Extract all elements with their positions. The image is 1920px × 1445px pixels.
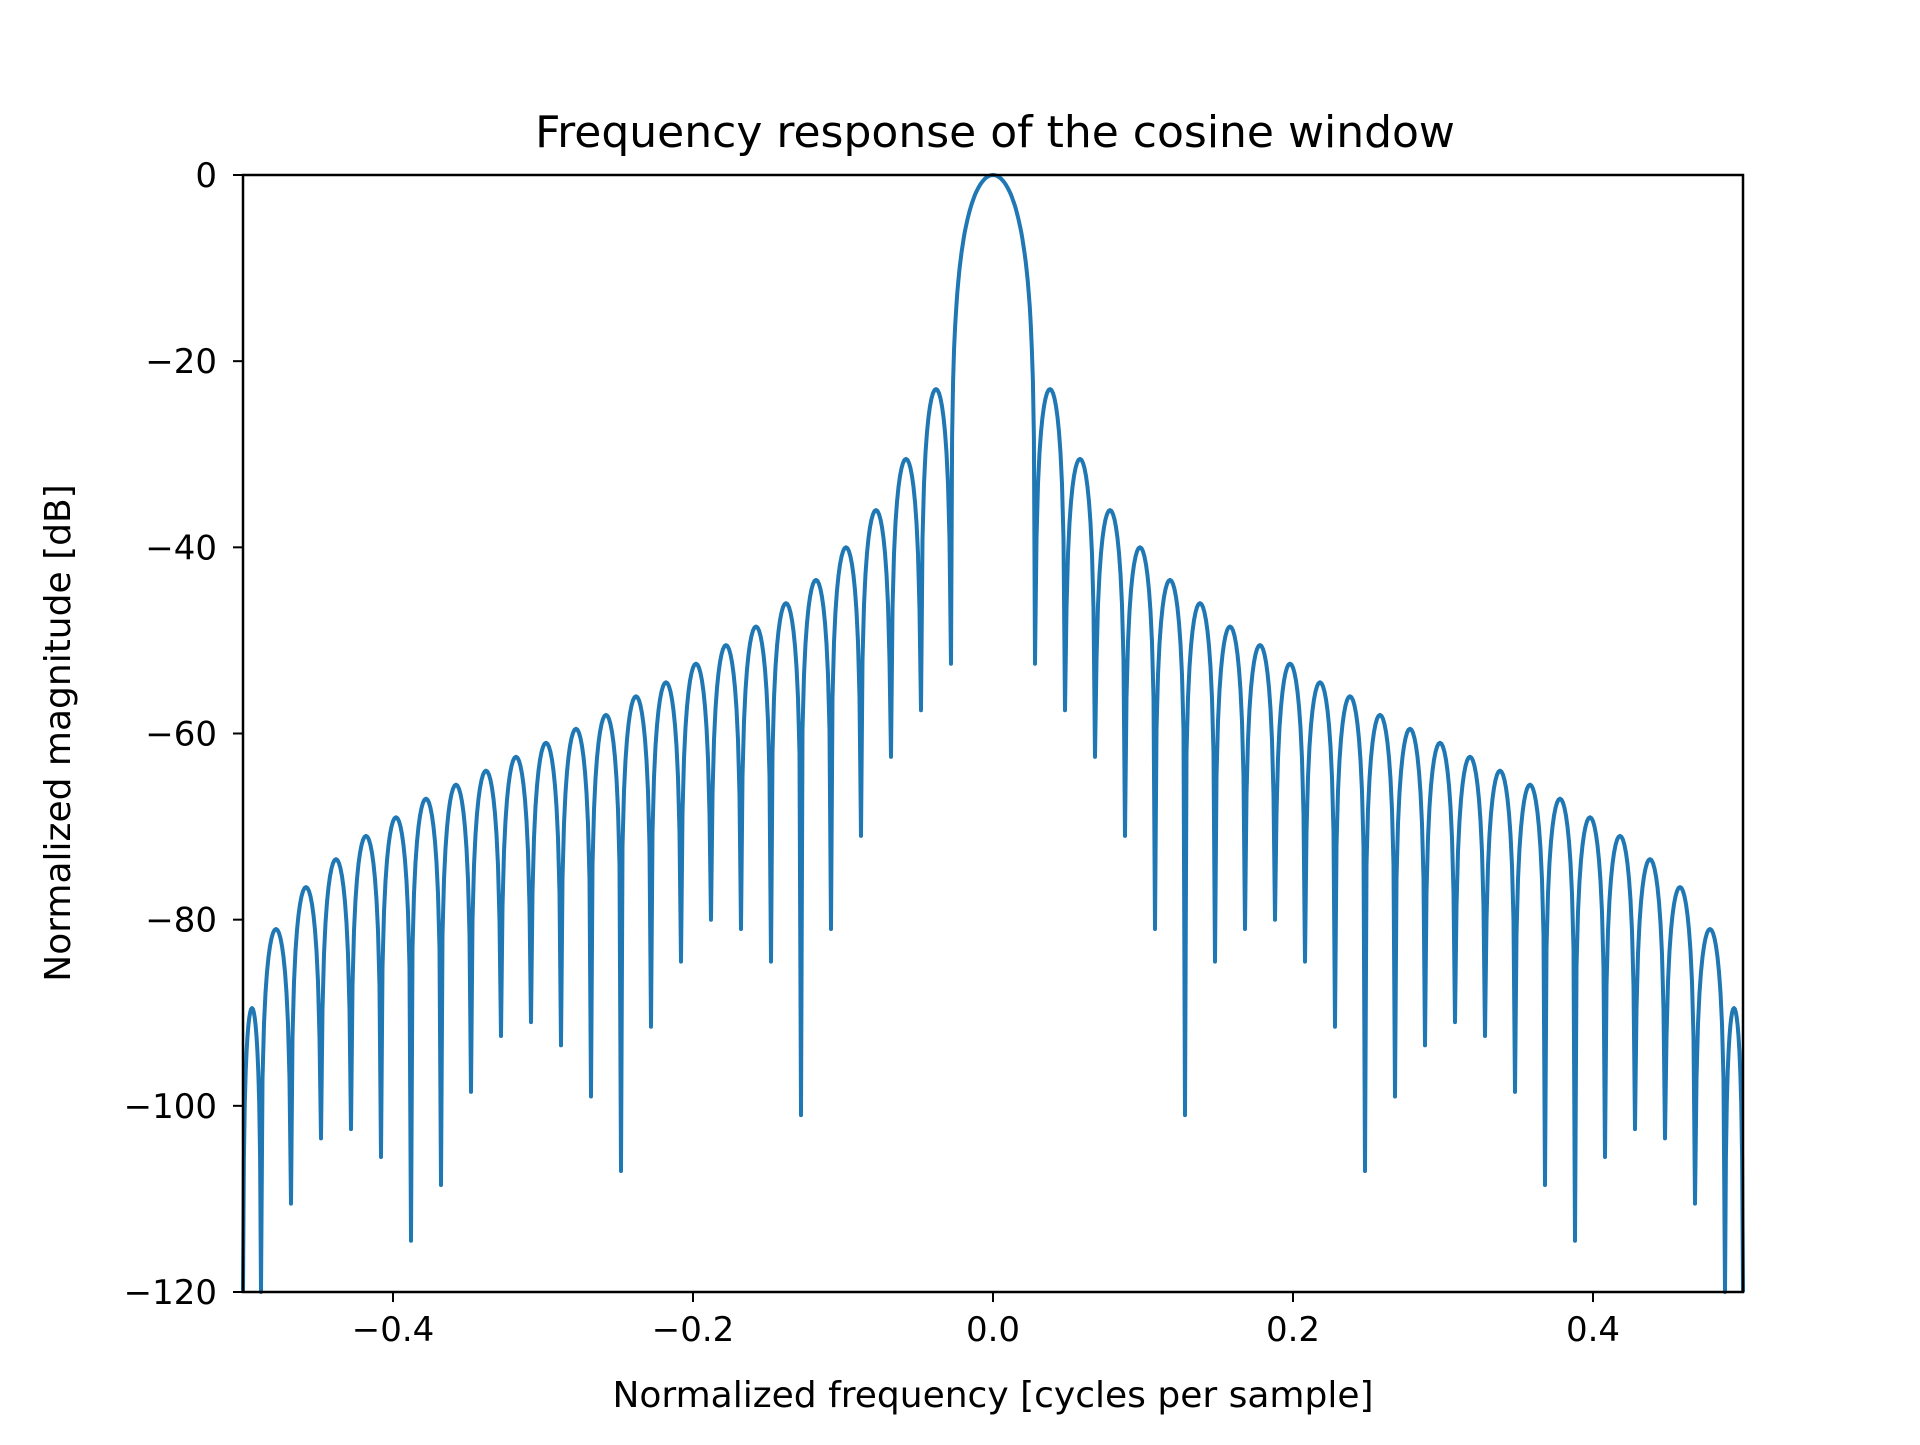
y-tick-label: −20 [145,342,217,382]
y-tick-label: 0 [195,156,217,196]
x-tick-label: −0.4 [352,1310,435,1350]
y-tick-label: −100 [124,1087,217,1127]
x-tick-label: 0.2 [1266,1310,1320,1350]
y-tick-label: −40 [145,528,217,568]
x-tick-label: 0.4 [1566,1310,1620,1350]
x-tick-label: −0.2 [652,1310,735,1350]
x-tick-label: 0.0 [966,1310,1020,1350]
y-tick-label: −120 [124,1273,217,1313]
axis-ticks: −0.4 −0.2 0.0 0.2 0.4 0 −20 −40 −60 −80 −100 −120 [124,156,1620,1350]
x-axis-label: Normalized frequency [cycles per sample] [612,1375,1373,1416]
y-axis-label: Normalized magnitude [dB] [38,484,79,981]
y-tick-label: −80 [145,901,217,941]
axes-frame [241,173,1745,1294]
y-tick-label: −60 [145,715,217,755]
chart-title: Frequency response of the cosine window [535,107,1455,158]
